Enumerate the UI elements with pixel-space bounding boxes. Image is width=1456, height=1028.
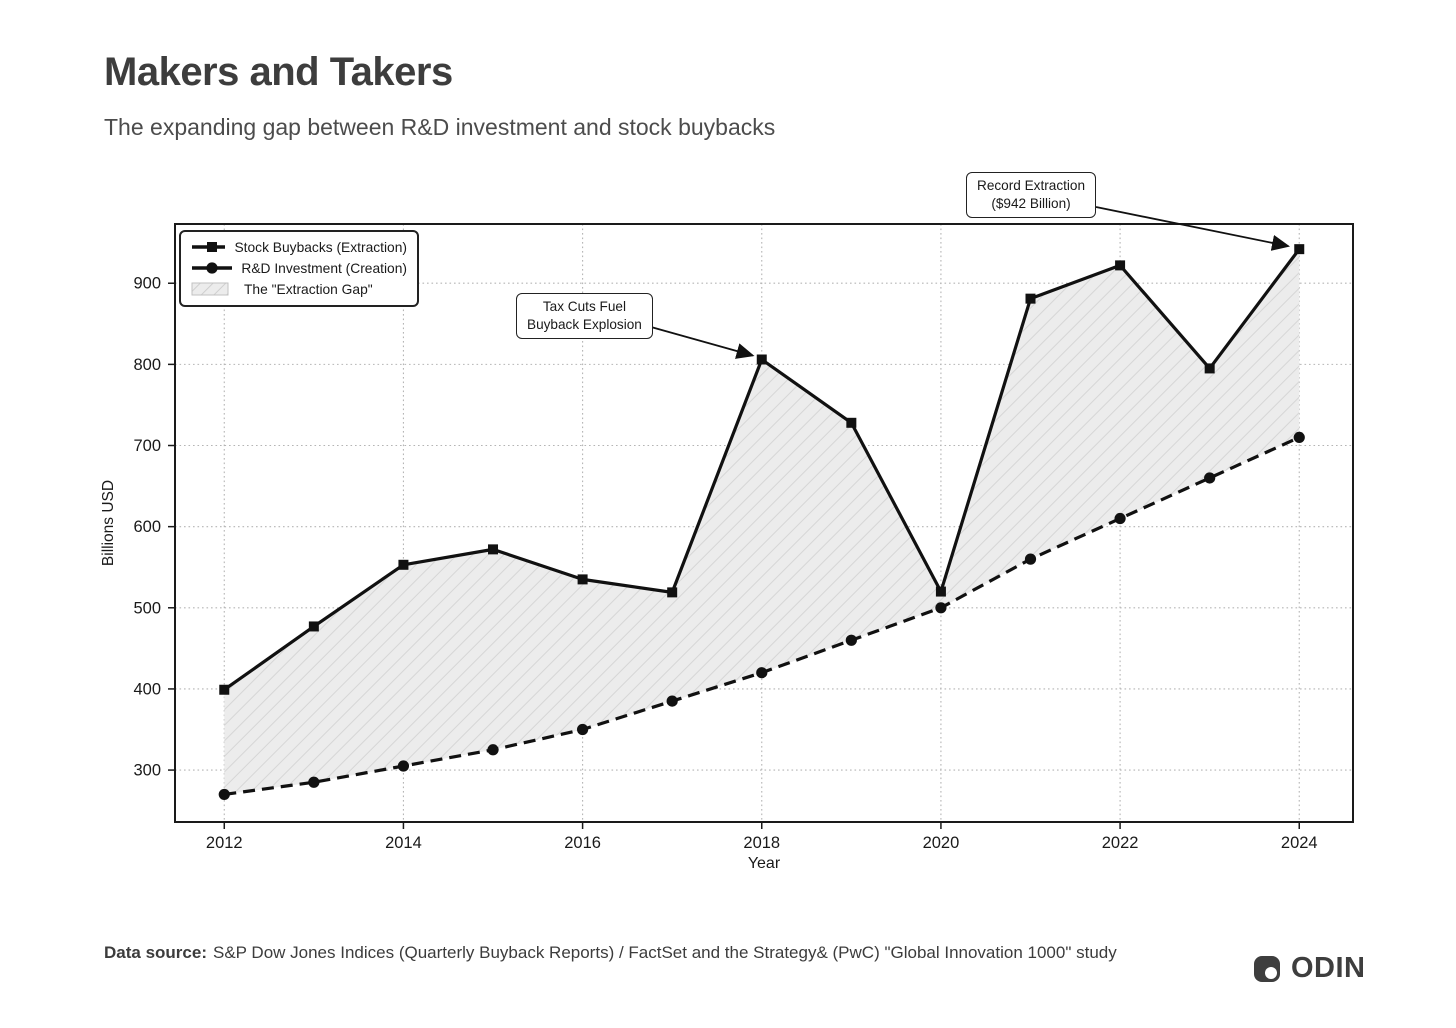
extraction-gap-area — [224, 249, 1300, 795]
svg-text:800: 800 — [133, 356, 161, 374]
legend-item-buybacks: Stock Buybacks (Extraction) — [189, 237, 407, 257]
svg-text:2016: 2016 — [564, 834, 601, 852]
svg-text:2022: 2022 — [1102, 834, 1139, 852]
odin-logo-icon — [1254, 955, 1280, 982]
svg-text:2024: 2024 — [1281, 834, 1318, 852]
legend-label: Stock Buybacks (Extraction) — [234, 239, 407, 255]
hatched-patch-icon — [191, 282, 229, 296]
data-source: Data source: S&P Dow Jones Indices (Quart… — [104, 943, 1117, 963]
svg-text:600: 600 — [133, 518, 161, 536]
svg-text:2020: 2020 — [923, 834, 960, 852]
annotation-record-extraction: Record Extraction ($942 Billion) — [966, 172, 1097, 218]
legend-item-gap: The "Extraction Gap" — [189, 279, 407, 299]
svg-text:400: 400 — [133, 680, 161, 698]
solid-line-square-marker-icon — [192, 242, 226, 252]
svg-text:2012: 2012 — [206, 834, 243, 852]
x-axis-label: Year — [748, 855, 781, 872]
svg-text:500: 500 — [133, 599, 161, 617]
svg-text:900: 900 — [133, 275, 161, 293]
legend-label: The "Extraction Gap" — [244, 281, 373, 297]
svg-text:2014: 2014 — [385, 834, 422, 852]
svg-text:300: 300 — [133, 762, 161, 780]
odin-logo-text: ODIN — [1291, 952, 1366, 984]
annotation-arrow — [650, 326, 755, 359]
svg-text:700: 700 — [133, 437, 161, 455]
odin-logo: ODIN — [1254, 952, 1366, 985]
data-source-label: Data source: — [104, 943, 207, 962]
data-source-text: S&P Dow Jones Indices (Quarterly Buyback… — [212, 943, 1117, 962]
annotation-arrow — [1095, 206, 1291, 251]
page-title: Makers and Takers — [104, 50, 453, 94]
legend-item-rnd: R&D Investment (Creation) — [189, 258, 407, 278]
page-subtitle: The expanding gap between R&D investment… — [104, 114, 776, 140]
solid-line-circle-marker-icon — [192, 262, 232, 274]
chart-legend: Stock Buybacks (Extraction) R&D Investme… — [179, 230, 419, 307]
annotation-tax-cuts: Tax Cuts Fuel Buyback Explosion — [516, 293, 653, 339]
svg-text:2018: 2018 — [743, 834, 780, 852]
y-axis-label: Billions USD — [100, 480, 117, 566]
legend-label: R&D Investment (Creation) — [241, 260, 407, 276]
